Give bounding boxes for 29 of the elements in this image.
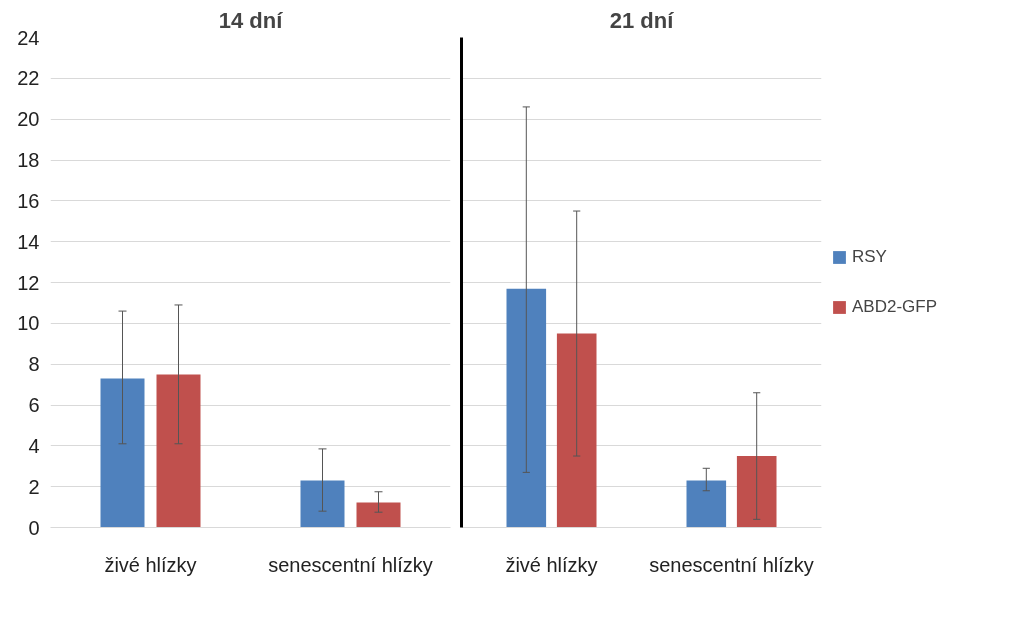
x-tick-label: živé hlízky: [505, 553, 598, 576]
y-tick-label: 22: [17, 67, 40, 90]
bar: [356, 502, 401, 528]
y-tick-label: 10: [17, 312, 40, 335]
legend-label: ABD2-GFP: [852, 297, 938, 317]
bar: [506, 288, 547, 528]
bar: [300, 480, 345, 528]
y-tick-label: 0: [28, 516, 40, 539]
y-tick-label: 16: [17, 189, 40, 212]
y-tick-label: 12: [17, 271, 40, 294]
bar: [556, 333, 597, 528]
y-tick-label: 2: [28, 475, 40, 498]
chart-title: 14 dní: [218, 7, 284, 33]
y-tick-label: 14: [17, 230, 40, 253]
y-tick-label: 6: [28, 394, 40, 416]
y-tick-label: 18: [17, 149, 40, 171]
y-tick-label: 24: [17, 26, 40, 49]
bar: [156, 374, 201, 528]
y-tick-label: 8: [28, 353, 40, 376]
legend-label: RSY: [852, 247, 887, 267]
x-tick-label: senescentní hlízky: [649, 553, 814, 576]
x-tick-label: senescentní hlízky: [268, 553, 433, 576]
bar: [686, 480, 727, 528]
chart-title: 21 dní: [609, 7, 675, 33]
y-tick-label: 20: [17, 108, 40, 131]
bar: [736, 456, 777, 528]
y-tick-label: 4: [28, 434, 40, 457]
bar: [100, 378, 145, 528]
x-tick-label: živé hlízky: [104, 553, 197, 576]
